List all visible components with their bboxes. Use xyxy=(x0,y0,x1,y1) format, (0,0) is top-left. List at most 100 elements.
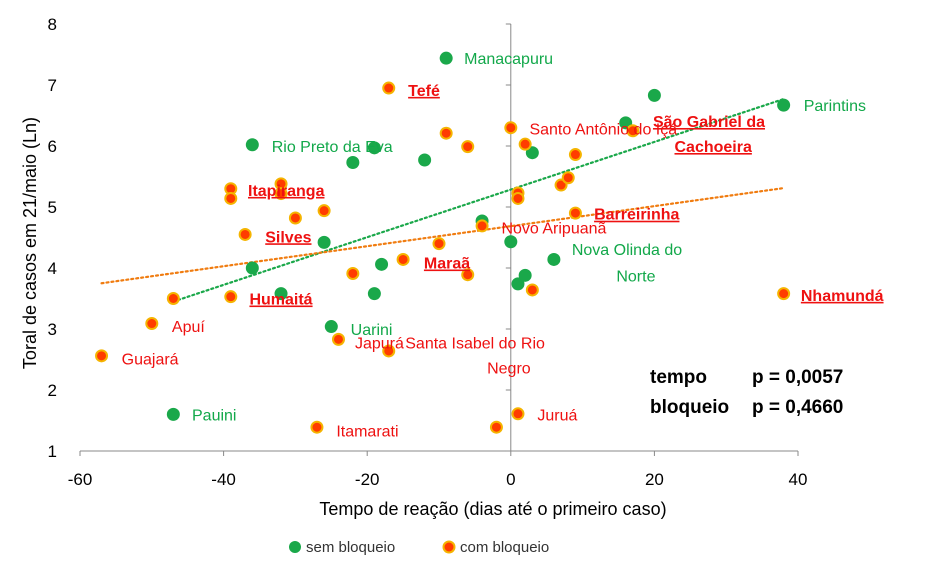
point-label: Santo Antônio do Içá xyxy=(529,121,677,138)
point-com-bloqueio xyxy=(238,227,252,241)
legend-label-com: com bloqueio xyxy=(460,539,549,556)
x-axis-title: Tempo de reação (dias até o primeiro cas… xyxy=(319,499,666,519)
y-tick-label: 3 xyxy=(48,320,57,339)
stat-tempo-label: tempo xyxy=(650,367,707,388)
point-label: São Gabriel da xyxy=(653,114,765,131)
point-label: Manacapuru xyxy=(464,51,553,68)
y-tick-label: 5 xyxy=(48,198,57,217)
y-tick-label: 1 xyxy=(48,442,57,461)
point-sem-bloqueio xyxy=(525,146,539,160)
point-label: Uarini xyxy=(351,322,393,339)
point-sem-bloqueio xyxy=(245,138,259,152)
point-com-bloqueio xyxy=(310,420,324,434)
point-label: Negro xyxy=(487,360,531,377)
y-tick-label: 7 xyxy=(48,76,57,95)
y-tick-label: 2 xyxy=(48,381,57,400)
point-sem-bloqueio xyxy=(346,155,360,169)
legend: sem bloqueio com bloqueio xyxy=(289,539,549,556)
point-com-bloqueio xyxy=(504,121,518,135)
point-label: Japurá xyxy=(355,335,404,352)
point-com-bloqueio xyxy=(224,191,238,205)
point-com-bloqueio xyxy=(396,252,410,266)
point-label: Santa Isabel do Rio xyxy=(405,335,545,352)
point-com-bloqueio xyxy=(331,332,345,346)
point-com-bloqueio xyxy=(145,317,159,331)
stat-bloqueio-value: p = 0,4660 xyxy=(752,397,843,418)
point-label: Juruá xyxy=(537,407,577,424)
y-tick-label: 4 xyxy=(48,259,57,278)
y-tick-label: 8 xyxy=(48,15,57,34)
point-com-bloqueio xyxy=(511,407,525,421)
point-label: Maraã xyxy=(424,256,470,273)
point-labels: Manacapuru Parintins Rio Preto da Eva Uarin… xyxy=(122,51,884,440)
stat-bloqueio-label: bloqueio xyxy=(650,397,729,418)
point-com-bloqueio xyxy=(518,137,532,151)
point-com-bloqueio xyxy=(626,124,640,138)
point-com-bloqueio xyxy=(561,171,575,185)
data-points xyxy=(95,51,791,434)
y-tick-label: 6 xyxy=(48,137,57,156)
point-sem-bloqueio xyxy=(375,257,389,271)
point-label: Itapiranga xyxy=(248,183,325,200)
point-label: Rio Preto da Eva xyxy=(272,139,393,156)
point-com-bloqueio xyxy=(461,268,475,282)
point-sem-bloqueio xyxy=(317,235,331,249)
x-tick-label: 0 xyxy=(506,470,515,489)
point-sem-bloqueio xyxy=(518,268,532,282)
point-com-bloqueio xyxy=(568,206,582,220)
legend-marker-com xyxy=(442,540,456,554)
point-label: Barreirinha xyxy=(594,207,679,224)
trendline-com-bloqueio xyxy=(100,186,785,285)
point-sem-bloqueio xyxy=(367,287,381,301)
point-sem-bloqueio xyxy=(367,141,381,155)
stats-box: tempo p = 0,0057 bloqueio p = 0,4660 xyxy=(650,367,843,418)
point-sem-bloqueio xyxy=(504,235,518,249)
point-sem-bloqueio xyxy=(777,98,791,112)
trendline-sem-bloqueio xyxy=(172,97,785,303)
point-com-bloqueio xyxy=(274,187,288,201)
point-sem-bloqueio xyxy=(166,407,180,421)
point-sem-bloqueio xyxy=(547,252,561,266)
point-label: Nhamundá xyxy=(801,288,884,305)
point-label: Parintins xyxy=(804,98,866,115)
point-com-bloqueio xyxy=(432,237,446,251)
y-axis-title: Toral de casos em 21/maio (Ln) xyxy=(20,117,40,369)
point-com-bloqueio xyxy=(317,204,331,218)
point-com-bloqueio xyxy=(224,290,238,304)
point-com-bloqueio xyxy=(511,191,525,205)
point-sem-bloqueio xyxy=(245,261,259,275)
point-sem-bloqueio xyxy=(274,287,288,301)
point-com-bloqueio xyxy=(346,266,360,280)
point-com-bloqueio xyxy=(475,219,489,233)
point-label: Itamarati xyxy=(336,423,398,440)
point-com-bloqueio xyxy=(777,287,791,301)
x-tick-label: -40 xyxy=(211,470,236,489)
x-tick-label: -20 xyxy=(355,470,380,489)
point-com-bloqueio xyxy=(439,126,453,140)
point-sem-bloqueio xyxy=(439,51,453,65)
point-label: Humaitá xyxy=(249,292,312,309)
point-label: Nova Olinda do xyxy=(572,242,682,259)
legend-marker-sem xyxy=(289,541,301,553)
legend-label-sem: sem bloqueio xyxy=(306,539,395,556)
point-label: Novo Aripuanã xyxy=(501,221,606,238)
stat-tempo-value: p = 0,0057 xyxy=(752,367,843,388)
point-com-bloqueio xyxy=(382,344,396,358)
point-com-bloqueio xyxy=(95,349,109,363)
point-com-bloqueio xyxy=(166,292,180,305)
x-tick-label: -60 xyxy=(68,470,93,489)
x-tick-label: 20 xyxy=(645,470,664,489)
point-com-bloqueio xyxy=(525,283,539,297)
point-label: Tefé xyxy=(408,83,440,100)
point-com-bloqueio xyxy=(568,148,582,162)
point-sem-bloqueio xyxy=(324,320,338,334)
point-sem-bloqueio xyxy=(647,88,661,102)
point-com-bloqueio xyxy=(489,420,503,434)
point-com-bloqueio xyxy=(382,81,396,95)
point-label: Apuí xyxy=(172,319,205,336)
point-label: Pauini xyxy=(192,407,236,424)
point-label: Cachoeira xyxy=(675,139,752,156)
point-sem-bloqueio xyxy=(511,277,525,291)
point-label: Guajará xyxy=(122,351,179,368)
